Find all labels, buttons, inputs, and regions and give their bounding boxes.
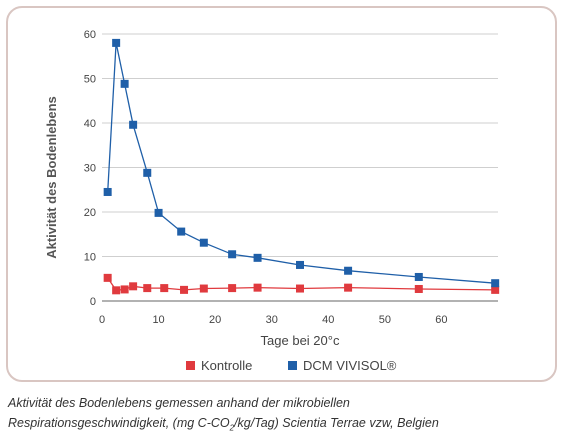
- legend: Kontrolle DCM VIVISOL®: [186, 358, 397, 373]
- data-point-s1-13: [491, 279, 500, 288]
- data-point-s1-4: [143, 168, 152, 177]
- data-point-s1-8: [228, 250, 237, 259]
- data-point-s1-12: [414, 272, 423, 281]
- data-point-s0-12: [414, 284, 423, 293]
- data-point-s1-5: [154, 208, 163, 217]
- data-point-s1-7: [199, 238, 208, 247]
- y-axis-title: Aktivität des Bodenlebens: [44, 96, 59, 259]
- y-tick-label-50: 50: [84, 74, 96, 86]
- series-line-1: [107, 42, 496, 284]
- data-point-s1-1: [112, 38, 121, 47]
- data-point-s1-0: [103, 187, 112, 196]
- data-point-s1-10: [296, 260, 304, 269]
- data-point-s0-3: [129, 282, 138, 291]
- y-tick-label-30: 30: [84, 163, 96, 175]
- data-point-s1-9: [253, 253, 262, 262]
- x-tick-label-0: 0: [99, 314, 105, 326]
- data-point-s0-5: [160, 284, 169, 293]
- legend-label-0: Kontrolle: [201, 358, 252, 373]
- legend-swatch-1: [288, 361, 297, 370]
- x-tick-label-50: 50: [379, 314, 391, 326]
- y-tick-label-40: 40: [84, 118, 96, 130]
- y-tick-label-0: 0: [90, 296, 96, 308]
- chart-frame: [6, 6, 557, 382]
- data-point-s1-2: [120, 79, 129, 88]
- y-tick-label-10: 10: [84, 252, 96, 264]
- gridlines: [102, 33, 498, 257]
- x-tick-label-10: 10: [152, 314, 164, 326]
- data-point-s1-6: [177, 227, 186, 236]
- series-layer: [103, 38, 500, 295]
- y-axis-ticks: 0 10 20 30 40 50 60: [84, 29, 96, 308]
- y-tick-label-60: 60: [84, 29, 96, 41]
- caption-line-2-end: /kg/Tag) Scientia Terrae vzw, Belgien: [234, 416, 439, 430]
- data-point-s0-6: [180, 285, 189, 294]
- caption-line-2: Respirationsgeschwindigkeit, (mg C-CO2/k…: [8, 413, 558, 439]
- caption-line-2-start: Respirationsgeschwindigkeit, (mg C-CO: [8, 416, 230, 430]
- data-point-s0-7: [199, 284, 208, 293]
- data-point-s0-8: [228, 284, 237, 293]
- x-axis-ticks: 0 10 20 30 40 50 60: [99, 314, 448, 326]
- data-point-s0-9: [253, 283, 262, 292]
- x-tick-label-20: 20: [209, 314, 221, 326]
- x-axis-title: Tage bei 20°c: [261, 333, 340, 348]
- figure-caption: Aktivität des Bodenlebens gemessen anhan…: [8, 393, 558, 439]
- x-tick-label-40: 40: [322, 314, 334, 326]
- x-tick-label-30: 30: [266, 314, 278, 326]
- legend-label-1: DCM VIVISOL®: [303, 358, 397, 373]
- chart: 0 10 20 30 40 50 60 0 10 20 30 40 50 60 Tage bei 20°…: [44, 29, 500, 373]
- y-tick-label-20: 20: [84, 207, 96, 219]
- data-point-s1-11: [344, 266, 353, 275]
- data-point-s1-3: [129, 120, 138, 129]
- data-point-s0-13: [491, 285, 500, 294]
- data-point-s0-2: [120, 285, 129, 294]
- legend-swatch-0: [186, 361, 195, 370]
- caption-line-1: Aktivität des Bodenlebens gemessen anhan…: [8, 396, 350, 410]
- data-point-s0-10: [296, 284, 304, 293]
- data-point-s0-11: [344, 283, 353, 292]
- x-tick-label-60: 60: [435, 314, 447, 326]
- data-point-s0-1: [112, 286, 121, 295]
- data-point-s0-4: [143, 284, 152, 293]
- caption-subscript: 2: [229, 423, 235, 433]
- data-point-s0-0: [103, 273, 112, 282]
